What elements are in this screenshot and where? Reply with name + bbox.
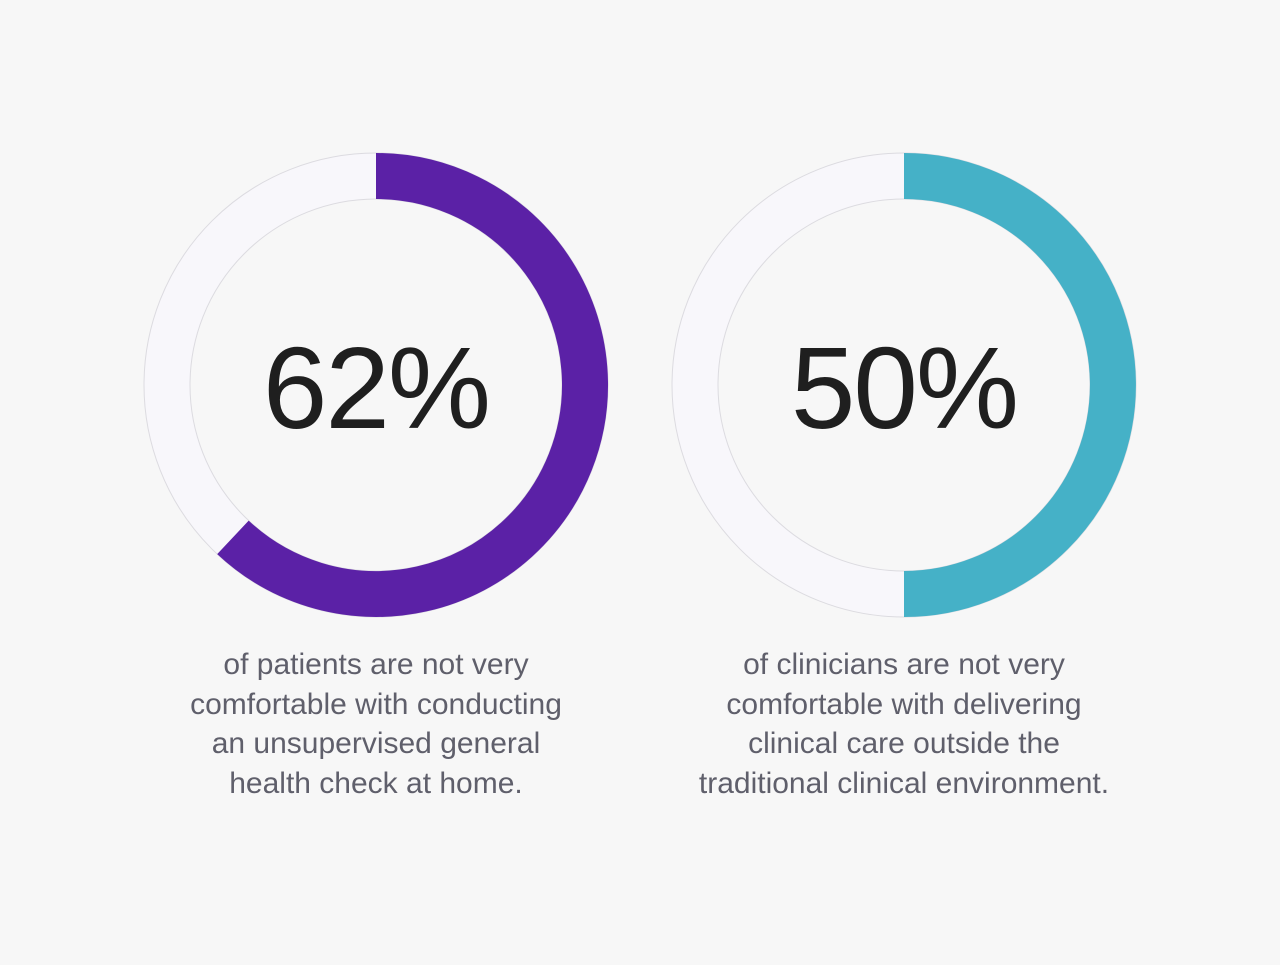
caption-line: comfortable with conducting — [190, 687, 562, 721]
caption-line: comfortable with delivering — [726, 687, 1082, 721]
caption-line: an unsupervised general — [211, 727, 541, 760]
patients-stat: 62% of patients are not very comfortable… — [116, 0, 636, 965]
caption-line: of clinicians are not very — [743, 648, 1065, 681]
patients-percent-label: 62% — [262, 323, 491, 453]
clinicians-donut-chart — [671, 152, 1137, 618]
clinicians-percent-label: 50% — [790, 323, 1019, 453]
clinicians-caption: of clinicians are not very comfortable w… — [644, 645, 1164, 803]
donut-value-arc — [217, 153, 608, 617]
patients-donut-chart — [143, 152, 609, 618]
donut-value-arc — [903, 153, 1136, 617]
donut-outline — [671, 152, 1137, 618]
clinicians-stat: 50% of clinicians are not very comfortab… — [644, 0, 1164, 965]
caption-line: traditional clinical environment. — [698, 766, 1110, 800]
caption-line: clinical care outside the — [748, 727, 1060, 760]
caption-line: of patients are not very — [223, 648, 529, 681]
caption-line: health check at home. — [229, 766, 523, 800]
patients-caption: of patients are not very comfortable wit… — [116, 645, 636, 803]
